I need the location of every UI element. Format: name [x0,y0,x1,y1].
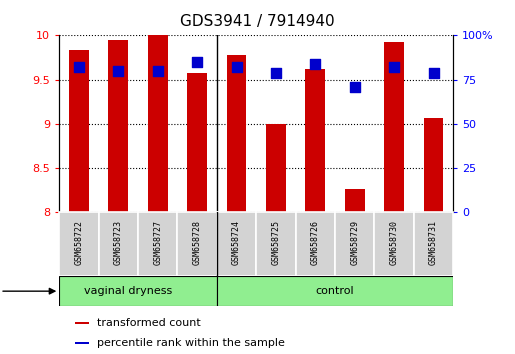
Bar [335,212,374,276]
Text: transformed count: transformed count [97,318,201,328]
Bar [138,212,177,276]
Bar [305,69,325,212]
Text: percentile rank within the sample: percentile rank within the sample [97,338,285,348]
Point [153,68,162,74]
Text: GDS3941 / 7914940: GDS3941 / 7914940 [180,14,335,29]
Bar [75,342,89,344]
Text: GSM658729: GSM658729 [350,221,359,266]
Bar [99,212,138,276]
Text: GSM658724: GSM658724 [232,221,241,266]
Bar [187,73,207,212]
Text: GSM658731: GSM658731 [429,221,438,266]
Point [430,70,438,75]
Bar [227,55,246,212]
Bar [109,40,128,212]
Point [114,68,123,74]
Text: control: control [316,286,354,296]
Text: vaginal dryness: vaginal dryness [84,286,173,296]
Bar [217,276,453,306]
Text: GSM658722: GSM658722 [75,221,83,266]
Point [232,64,241,70]
Bar [374,212,414,276]
Bar [424,118,443,212]
Bar [69,50,89,212]
Bar [256,212,296,276]
Text: GSM658730: GSM658730 [390,221,399,266]
Bar [59,276,217,306]
Text: GSM658727: GSM658727 [153,221,162,266]
Bar [414,212,453,276]
Bar [266,124,286,212]
Point [390,64,398,70]
Bar [384,41,404,212]
Bar [296,212,335,276]
Bar [75,321,89,324]
Text: GSM658723: GSM658723 [114,221,123,266]
Point [272,70,280,75]
Bar [177,212,217,276]
Point [351,84,359,90]
Point [75,64,83,70]
Text: GSM658726: GSM658726 [311,221,320,266]
Text: GSM658728: GSM658728 [193,221,201,266]
Text: GSM658725: GSM658725 [271,221,280,266]
Bar [148,35,167,212]
Point [311,61,319,67]
Bar [217,212,256,276]
Point [193,59,201,65]
Bar [59,212,99,276]
Bar [345,188,365,212]
